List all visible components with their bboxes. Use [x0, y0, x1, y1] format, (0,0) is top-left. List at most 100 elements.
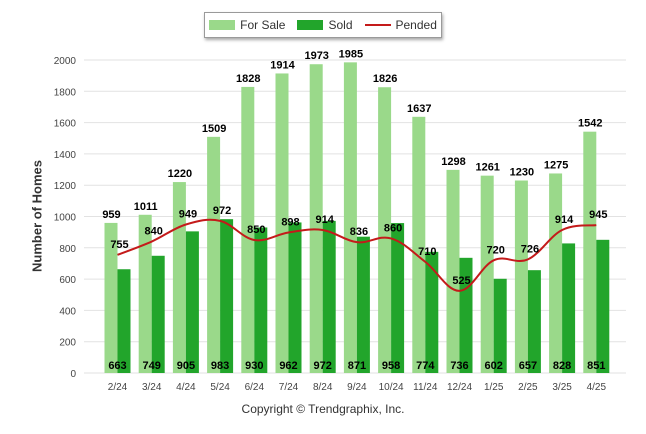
sold-value-label: 983	[211, 360, 229, 372]
sold-value-label: 972	[314, 360, 332, 372]
pended-value-label: 720	[487, 244, 505, 256]
for-sale-value-label: 1985	[339, 48, 363, 60]
for-sale-bar	[480, 175, 494, 373]
for-sale-value-label: 1637	[407, 103, 431, 115]
legend-label-pended: Pended	[395, 18, 437, 32]
sold-bar	[356, 236, 370, 373]
pended-series-line	[117, 218, 597, 292]
for-sale-value-label: 1230	[510, 167, 534, 179]
sold-bar	[151, 255, 165, 373]
x-tick-label: 3/24	[142, 382, 162, 393]
sold-value-label: 749	[143, 360, 161, 372]
sold-bar	[391, 223, 405, 373]
for-sale-bar	[412, 116, 426, 373]
sold-value-label: 962	[279, 360, 297, 372]
for-sale-bars	[104, 62, 597, 374]
y-tick-label: 1000	[54, 213, 77, 224]
sold-bar	[562, 243, 576, 373]
y-tick-label: 200	[59, 338, 76, 349]
y-tick-label: 1400	[54, 150, 77, 161]
for-sale-bar	[583, 131, 597, 373]
pended-value-label: 755	[110, 239, 128, 251]
for-sale-bar	[104, 222, 118, 373]
for-sale-bar	[207, 136, 221, 373]
x-tick-label: 12/24	[447, 382, 472, 393]
sold-value-label: 602	[485, 360, 503, 372]
pended-value-label: 525	[452, 275, 470, 287]
y-tick-label: 0	[70, 369, 76, 380]
sold-value-label: 871	[348, 360, 366, 372]
y-tick-label: 1200	[54, 181, 77, 192]
x-tick-label: 7/24	[279, 382, 299, 393]
for-sale-bar	[514, 180, 528, 373]
for-sale-value-label: 1011	[134, 201, 158, 213]
y-tick-label: 600	[59, 275, 76, 286]
y-axis-title: Number of Homes	[29, 160, 45, 272]
for-sale-value-label: 1826	[373, 73, 397, 85]
pended-value-label: 945	[589, 209, 607, 221]
pended-value-label: 850	[247, 224, 265, 236]
pended-value-label: 840	[145, 226, 163, 238]
x-tick-label: 6/24	[245, 382, 265, 393]
for-sale-bar	[378, 87, 392, 373]
for-sale-value-label: 1828	[236, 73, 260, 85]
pended-swatch	[364, 24, 391, 26]
sold-bar	[596, 239, 610, 373]
for-sale-swatch	[209, 20, 236, 30]
legend-item-sold[interactable]: Sold	[297, 18, 353, 32]
sold-bar	[322, 220, 336, 373]
x-tick-label: 4/25	[587, 382, 607, 393]
sold-value-label: 851	[587, 360, 605, 372]
sold-bars	[117, 219, 610, 373]
for-sale-bar	[172, 182, 186, 373]
sold-bar	[288, 222, 302, 373]
x-tick-label: 2/25	[518, 382, 538, 393]
x-axis-ticks: 2/24 3/24 4/24 5/24 6/24 7/24 8/24 9/24 10/24 11/…	[108, 382, 607, 393]
x-tick-label: 11/24	[413, 382, 438, 393]
for-sale-value-label: 1509	[202, 123, 226, 135]
sold-value-label: 905	[177, 360, 195, 372]
sold-value-label: 736	[450, 360, 468, 372]
for-sale-value-label: 1275	[544, 159, 568, 171]
for-sale-bar	[309, 64, 323, 374]
for-sale-value-label: 1542	[578, 118, 602, 130]
for-sale-value-label: 1261	[475, 162, 499, 174]
pended-value-label: 914	[555, 214, 574, 226]
data-labels: 959 663 1011 749 1220 905 1509 983 1828 930 1914 96…	[102, 48, 607, 372]
x-tick-label: 3/25	[552, 382, 572, 393]
pended-value-label: 914	[316, 214, 335, 226]
legend-label-for-sale: For Sale	[240, 18, 286, 32]
y-tick-label: 800	[59, 244, 76, 255]
for-sale-bar	[241, 86, 255, 373]
y-tick-label: 1600	[54, 119, 77, 130]
for-sale-bar	[343, 62, 357, 373]
sold-swatch	[297, 20, 324, 30]
pended-value-label: 836	[350, 226, 368, 238]
pended-value-label: 972	[213, 205, 231, 217]
y-tick-label: 400	[59, 306, 76, 317]
x-tick-label: 2/24	[108, 382, 128, 393]
x-tick-label: 4/24	[176, 382, 196, 393]
pended-value-label: 949	[179, 208, 197, 220]
pended-value-label: 726	[521, 243, 539, 255]
for-sale-bar	[446, 169, 460, 373]
legend-item-for-sale[interactable]: For Sale	[209, 18, 285, 32]
for-sale-value-label: 959	[102, 209, 120, 221]
for-sale-value-label: 1298	[441, 156, 465, 168]
sold-value-label: 930	[245, 360, 263, 372]
sold-bar	[425, 251, 439, 373]
pended-value-label: 860	[384, 222, 402, 234]
sold-bar	[185, 231, 199, 373]
legend-item-pended[interactable]: Pended	[364, 18, 437, 32]
y-axis-ticks: 0 200 400 600 800 1000 1200 1400 1600 1800 2000	[54, 56, 77, 380]
pended-value-label: 898	[281, 216, 299, 228]
for-sale-value-label: 1914	[270, 59, 295, 71]
for-sale-value-label: 1220	[168, 168, 192, 180]
y-tick-label: 1800	[54, 87, 77, 98]
y-tick-label: 2000	[54, 56, 77, 67]
sold-bar	[254, 227, 268, 373]
x-tick-label: 1/25	[484, 382, 504, 393]
for-sale-bar	[275, 73, 289, 374]
sold-value-label: 828	[553, 360, 571, 372]
